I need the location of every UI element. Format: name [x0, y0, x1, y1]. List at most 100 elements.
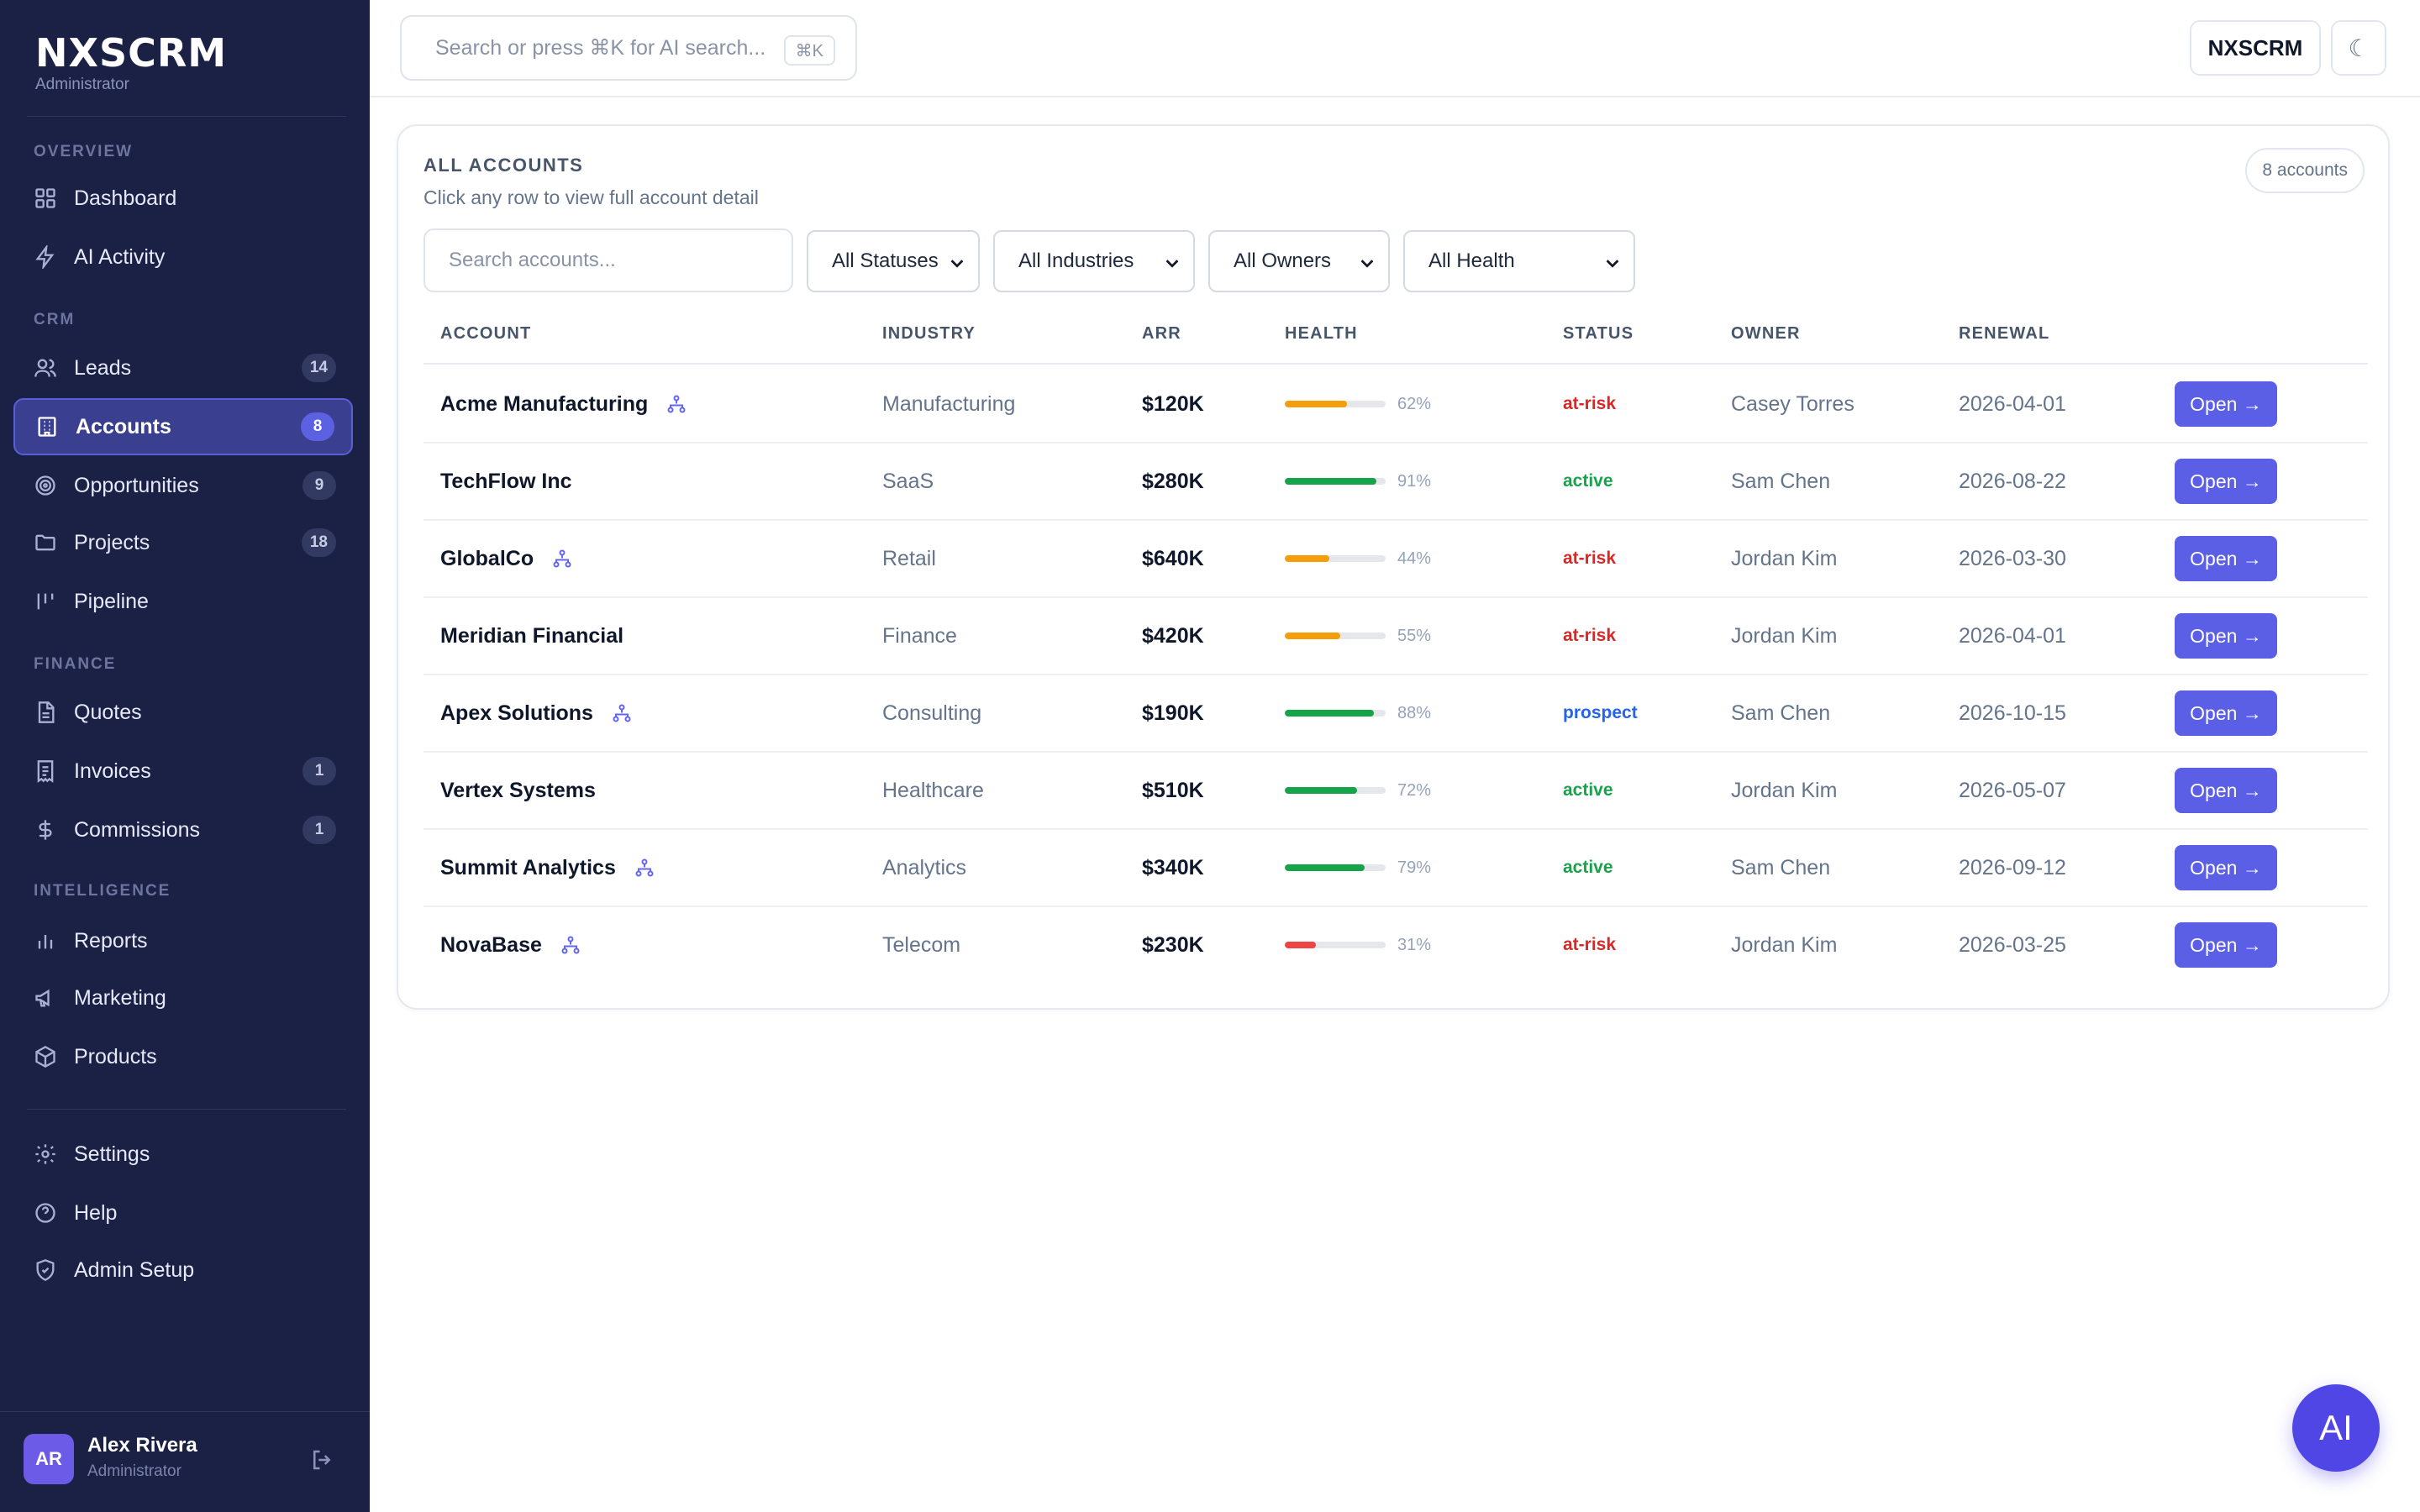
sidebar-item-leads[interactable]: Leads 14	[13, 339, 353, 396]
health-percent: 44%	[1397, 549, 1431, 569]
owner-filter-select[interactable]: All Owners	[1208, 230, 1390, 292]
account-name-cell: NovaBase	[440, 907, 581, 983]
status-filter-select[interactable]: All Statuses	[807, 230, 980, 292]
global-search-input[interactable]: Search or press ⌘K for AI search... ⌘K	[400, 15, 857, 81]
industry-filter-select[interactable]: All Industries	[993, 230, 1195, 292]
logout-icon[interactable]	[309, 1447, 334, 1473]
count-badge: 1	[302, 816, 336, 844]
sidebar-item-quotes[interactable]: Quotes	[13, 684, 353, 741]
open-account-button[interactable]: Open →	[2175, 768, 2277, 813]
health-bar	[1285, 633, 1386, 639]
sidebar-item-commissions[interactable]: Commissions 1	[13, 801, 353, 858]
sidebar-item-reports[interactable]: Reports	[13, 912, 353, 969]
account-name: Apex Solutions	[440, 701, 593, 726]
health-cell: 62%	[1285, 366, 1431, 442]
hierarchy-icon[interactable]	[634, 858, 655, 878]
account-name: Acme Manufacturing	[440, 392, 648, 417]
sidebar-item-invoices[interactable]: Invoices 1	[13, 743, 353, 800]
health-bar-fill	[1285, 401, 1347, 407]
industry-cell: Manufacturing	[882, 366, 1015, 442]
table-row[interactable]: GlobalCo Retail $640K 44% at-risk Jordan Kim 2…	[424, 521, 2368, 598]
industry-cell: SaaS	[882, 444, 934, 519]
renewal-cell: 2026-03-25	[1959, 907, 2066, 983]
sidebar-item-label: Leads	[74, 356, 131, 381]
open-account-button[interactable]: Open →	[2175, 459, 2277, 504]
account-name: Summit Analytics	[440, 856, 616, 880]
owner-cell: Sam Chen	[1731, 830, 1830, 906]
column-header-arr[interactable]: ARR	[1142, 324, 1181, 344]
account-name: TechFlow Inc	[440, 470, 572, 494]
open-account-button[interactable]: Open →	[2175, 845, 2277, 890]
sidebar-item-marketing[interactable]: Marketing	[13, 969, 353, 1026]
folder-icon	[34, 531, 57, 554]
table-row[interactable]: Vertex Systems Healthcare $510K 72% active Jo…	[424, 753, 2368, 830]
hierarchy-icon[interactable]	[552, 549, 572, 569]
health-bar	[1285, 864, 1386, 871]
hierarchy-icon[interactable]	[560, 935, 581, 955]
industry-cell: Retail	[882, 521, 936, 596]
health-bar-fill	[1285, 555, 1329, 562]
sidebar-item-help[interactable]: Help	[13, 1184, 353, 1242]
health-cell: 91%	[1285, 444, 1431, 519]
moon-icon[interactable]: ☾	[2331, 20, 2386, 76]
select-value: All Health	[1428, 249, 1515, 273]
invoice-icon	[34, 759, 57, 783]
arr-cell: $280K	[1142, 444, 1204, 519]
health-filter-select[interactable]: All Health	[1403, 230, 1635, 292]
user-name: Alex Rivera	[87, 1434, 197, 1457]
account-search-input[interactable]: Search accounts...	[424, 228, 793, 292]
open-account-button[interactable]: Open →	[2175, 613, 2277, 659]
health-bar-fill	[1285, 478, 1376, 485]
sidebar-item-dashboard[interactable]: Dashboard	[13, 170, 353, 227]
open-account-button[interactable]: Open →	[2175, 381, 2277, 427]
status-badge: active	[1563, 753, 1613, 828]
sidebar-item-pipeline[interactable]: Pipeline	[13, 573, 353, 630]
section-crm: CRM	[34, 311, 75, 329]
sidebar-item-label: Opportunities	[74, 474, 199, 498]
open-account-button[interactable]: Open →	[2175, 922, 2277, 968]
industry-cell: Healthcare	[882, 753, 984, 828]
health-bar	[1285, 478, 1386, 485]
table-row[interactable]: TechFlow Inc SaaS $280K 91% active Sam Chen 20…	[424, 444, 2368, 521]
table-row[interactable]: Summit Analytics Analytics $340K 79% active S…	[424, 830, 2368, 907]
column-header-status[interactable]: STATUS	[1563, 324, 1634, 344]
workspace-button[interactable]: NXSCRM	[2190, 20, 2321, 76]
arr-cell: $230K	[1142, 907, 1204, 983]
table-row[interactable]: Apex Solutions Consulting $190K 88% prospect…	[424, 675, 2368, 753]
table-row[interactable]: Meridian Financial Finance $420K 55% at-risk…	[424, 598, 2368, 675]
open-account-button[interactable]: Open →	[2175, 690, 2277, 736]
hierarchy-icon[interactable]	[612, 703, 632, 723]
sidebar-item-settings[interactable]: Settings	[13, 1126, 353, 1183]
sidebar-item-admin-setup[interactable]: Admin Setup	[13, 1242, 353, 1299]
renewal-cell: 2026-04-01	[1959, 366, 2066, 442]
sidebar-item-label: Reports	[74, 929, 148, 953]
ai-assistant-button[interactable]: AI	[2292, 1384, 2380, 1472]
table-row[interactable]: NovaBase Telecom $230K 31% at-risk Jordan Kim…	[424, 907, 2368, 984]
owner-cell: Jordan Kim	[1731, 598, 1837, 674]
card-title: ALL ACCOUNTS	[424, 155, 583, 176]
health-percent: 88%	[1397, 704, 1431, 723]
column-header-health[interactable]: HEALTH	[1285, 324, 1358, 344]
sidebar-item-products[interactable]: Products	[13, 1028, 353, 1085]
sidebar-item-label: Marketing	[74, 986, 166, 1011]
table-row[interactable]: Acme Manufacturing Manufacturing $120K 62% a…	[424, 366, 2368, 444]
shortcut-hint: ⌘K	[784, 35, 835, 66]
open-account-button[interactable]: Open →	[2175, 536, 2277, 581]
select-value: All Owners	[1234, 249, 1331, 273]
column-header-owner[interactable]: OWNER	[1731, 324, 1801, 344]
column-header-renewal[interactable]: RENEWAL	[1959, 324, 2049, 344]
hierarchy-icon[interactable]	[666, 394, 687, 414]
account-name-cell: TechFlow Inc	[440, 444, 572, 519]
count-badge: 8	[301, 412, 334, 441]
sidebar-divider	[27, 1109, 346, 1110]
column-header-industry[interactable]: INDUSTRY	[882, 324, 976, 344]
account-name: Meridian Financial	[440, 624, 623, 648]
user-profile[interactable]: AR Alex Rivera Administrator	[0, 1411, 370, 1512]
dollar-icon	[34, 818, 57, 842]
sidebar-item-accounts[interactable]: Accounts 8	[13, 398, 353, 455]
health-percent: 31%	[1397, 936, 1431, 955]
sidebar-item-opportunities[interactable]: Opportunities 9	[13, 457, 353, 514]
sidebar-item-ai-activity[interactable]: AI Activity	[13, 228, 353, 286]
column-header-account[interactable]: ACCOUNT	[440, 324, 531, 344]
sidebar-item-projects[interactable]: Projects 18	[13, 514, 353, 571]
